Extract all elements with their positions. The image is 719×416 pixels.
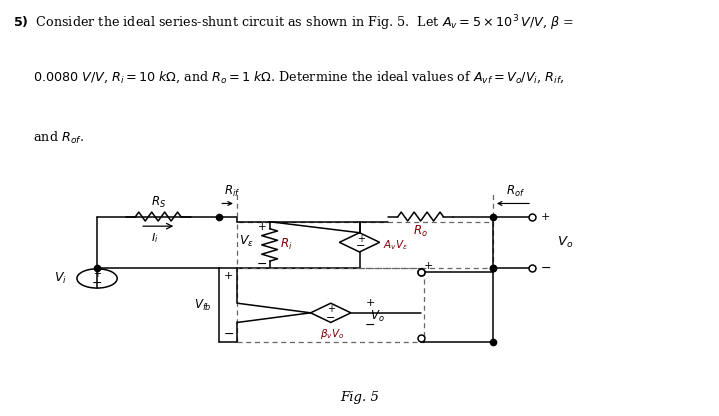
Text: and $R_{of}$.: and $R_{of}$. xyxy=(13,130,84,146)
Text: +: + xyxy=(258,222,267,232)
Text: +: + xyxy=(541,212,550,222)
Text: $\mathbf{5)}$  Consider the ideal series-shunt circuit as shown in Fig. 5.  Let : $\mathbf{5)}$ Consider the ideal series-… xyxy=(13,13,574,33)
Text: $R_o$: $R_o$ xyxy=(413,224,428,239)
Bar xyxy=(237,268,424,342)
Text: $R_{of}$: $R_{of}$ xyxy=(506,184,526,199)
Text: −: − xyxy=(365,319,375,332)
Text: $R_{if}$: $R_{if}$ xyxy=(224,184,240,199)
Text: −: − xyxy=(541,262,551,275)
Text: $V_o$: $V_o$ xyxy=(370,309,385,324)
Text: $R_i$: $R_i$ xyxy=(280,238,292,253)
Text: −: − xyxy=(92,277,102,290)
Text: +: + xyxy=(326,304,335,314)
Text: −: − xyxy=(257,258,267,270)
Text: +: + xyxy=(365,297,375,307)
Text: +: + xyxy=(224,271,234,281)
Text: −: − xyxy=(356,241,366,251)
Text: +: + xyxy=(424,261,434,271)
Text: $A_v V_\varepsilon$: $A_v V_\varepsilon$ xyxy=(383,238,408,252)
Text: $V_\varepsilon$: $V_\varepsilon$ xyxy=(239,234,254,249)
Text: −: − xyxy=(326,313,336,323)
Text: $V_i$: $V_i$ xyxy=(54,271,67,286)
Text: +: + xyxy=(357,234,365,244)
Text: $V_{fb}$: $V_{fb}$ xyxy=(194,297,212,313)
Text: −: − xyxy=(224,328,234,341)
Bar xyxy=(237,222,493,268)
Text: $V_o$: $V_o$ xyxy=(557,235,574,250)
Text: $I_i$: $I_i$ xyxy=(151,231,158,245)
Text: $0.0080\;V/V$, $R_i = 10\;k\Omega$, and $R_o = 1\;k\Omega$. Determine the ideal : $0.0080\;V/V$, $R_i = 10\;k\Omega$, and … xyxy=(13,70,564,85)
Text: Fig. 5: Fig. 5 xyxy=(340,391,379,404)
Text: +: + xyxy=(93,269,101,279)
Text: $\beta_v V_o$: $\beta_v V_o$ xyxy=(320,327,344,341)
Text: $R_S$: $R_S$ xyxy=(150,195,166,210)
